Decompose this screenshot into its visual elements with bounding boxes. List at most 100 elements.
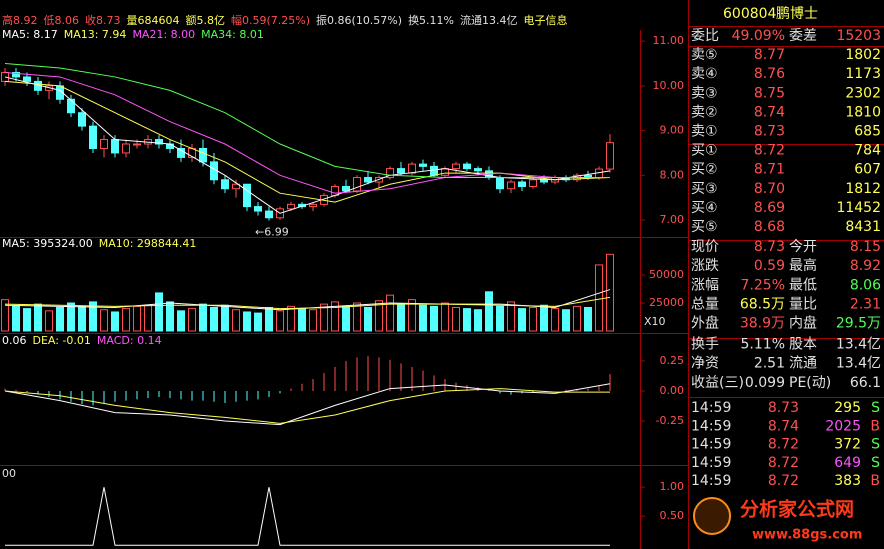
side-cell: 49.09% bbox=[732, 28, 785, 44]
signal-line bbox=[5, 487, 610, 546]
candle-body bbox=[133, 143, 141, 146]
candle-body bbox=[507, 181, 515, 190]
candle-body bbox=[419, 163, 427, 167]
line bbox=[4, 71, 610, 194]
volume-bar bbox=[232, 309, 240, 332]
volume-bar bbox=[562, 309, 570, 332]
side-cell: 现价 bbox=[691, 239, 719, 255]
tick-cell: 14:59 bbox=[691, 418, 731, 434]
candle-body bbox=[23, 76, 31, 82]
tick-cell: 383 bbox=[834, 473, 861, 489]
candle-body bbox=[221, 179, 229, 190]
tick-cell: 8.72 bbox=[768, 455, 799, 471]
tick-cell: 8.73 bbox=[768, 400, 799, 416]
legend-item: MA10: 298844.41 bbox=[99, 237, 197, 250]
candle-body bbox=[287, 203, 295, 210]
candle-body bbox=[265, 210, 273, 219]
unit-label: X10 bbox=[644, 315, 666, 328]
candle-body bbox=[12, 71, 20, 78]
side-cell: 66.1 bbox=[850, 375, 881, 391]
candle-body bbox=[408, 163, 416, 174]
side-cell: 8.70 bbox=[754, 181, 785, 197]
side-cell: 8.69 bbox=[754, 200, 785, 216]
side-cell: 38.9万 bbox=[740, 316, 785, 332]
volume-bar bbox=[100, 309, 108, 332]
side-cell: 1812 bbox=[845, 181, 881, 197]
stock-code: 600804 bbox=[723, 6, 777, 22]
y-tick-label: 11.00 bbox=[653, 34, 685, 47]
watermark-title: 分析家公式网 bbox=[740, 498, 854, 521]
candle-body bbox=[309, 203, 317, 208]
side-cell: 29.5万 bbox=[836, 316, 881, 332]
side-cell: 13.4亿 bbox=[836, 356, 881, 372]
low-annotation: ←6.99 bbox=[255, 225, 289, 238]
stock-name: 鹏博士 bbox=[776, 5, 818, 22]
volume-bar bbox=[89, 301, 97, 332]
volume-bar bbox=[221, 304, 229, 332]
legend-item: 额5.8亿 bbox=[186, 14, 226, 27]
y-tick-label: 0.50 bbox=[660, 509, 685, 522]
y-tick-label: 1.00 bbox=[660, 480, 685, 493]
side-cell: 净资 bbox=[691, 356, 719, 372]
volume-bar bbox=[419, 304, 427, 332]
side-cell: 买② bbox=[691, 162, 718, 178]
side-cell: 5.11% bbox=[741, 337, 785, 353]
volume-bar bbox=[331, 301, 339, 332]
side-cell: 最高 bbox=[789, 257, 817, 274]
side-cell: 7.25% bbox=[741, 277, 785, 293]
side-cell: 8.72 bbox=[754, 143, 785, 159]
tick-cell: 8.72 bbox=[768, 437, 799, 453]
side-cell: 今开 bbox=[789, 239, 817, 255]
volume-bar bbox=[177, 310, 185, 332]
candle-body bbox=[89, 125, 97, 149]
volume-bar bbox=[111, 311, 119, 332]
legend-item: 收8.73 bbox=[85, 13, 121, 27]
tick-cell: 14:59 bbox=[691, 473, 731, 489]
volume-bar bbox=[298, 308, 306, 332]
side-cell: 0.59 bbox=[754, 258, 785, 274]
side-cell: 外盘 bbox=[691, 315, 719, 332]
side-cell: 内盘 bbox=[789, 315, 817, 332]
volume-bar bbox=[34, 303, 42, 332]
y-tick-label: 50000 bbox=[649, 268, 684, 281]
side-cell: 8.77 bbox=[754, 47, 785, 63]
volume-bar bbox=[353, 302, 361, 332]
side-cell: 1173 bbox=[845, 66, 881, 82]
tick-cell: S bbox=[871, 437, 880, 453]
volume-bar bbox=[133, 305, 141, 332]
volume-bar bbox=[606, 253, 614, 332]
y-tick-label: 10.00 bbox=[653, 79, 685, 92]
logo bbox=[693, 497, 731, 535]
side-cell: 8.74 bbox=[754, 104, 785, 120]
side-cell: 8431 bbox=[845, 219, 881, 235]
y-tick-label: -0.25 bbox=[656, 414, 684, 427]
candle-body bbox=[540, 179, 548, 183]
side-cell: 68.5万 bbox=[740, 296, 785, 312]
tick-cell: 295 bbox=[834, 400, 861, 416]
legend-item: 幅0.59(7.25%) bbox=[231, 14, 310, 27]
volume-bar bbox=[397, 303, 405, 332]
volume-bar bbox=[287, 305, 295, 332]
volume-bar bbox=[265, 306, 273, 332]
tick-cell: B bbox=[870, 473, 880, 489]
tick-cell: B bbox=[870, 418, 880, 434]
side-cell: 607 bbox=[854, 162, 881, 178]
volume-bar bbox=[573, 305, 581, 332]
tick-cell: 372 bbox=[834, 437, 861, 453]
volume-bar bbox=[45, 310, 53, 332]
side-cell: 委差 bbox=[789, 28, 817, 44]
watermark: 分析家公式网 www.88gs.com bbox=[693, 497, 862, 543]
candle-body bbox=[452, 163, 460, 170]
tick-cell: 14:59 bbox=[691, 437, 731, 453]
side-cell: 8.71 bbox=[754, 162, 785, 178]
side-cell: 2302 bbox=[845, 85, 881, 101]
volume-bar bbox=[309, 309, 317, 332]
side-cell: 买① bbox=[691, 143, 718, 159]
y-tick-label: 8.00 bbox=[660, 168, 685, 181]
volume-bar bbox=[254, 312, 262, 332]
legend-item: MA34: 8.01 bbox=[201, 28, 264, 41]
volume-bar bbox=[441, 302, 449, 332]
side-cell: 13.4亿 bbox=[836, 337, 881, 353]
